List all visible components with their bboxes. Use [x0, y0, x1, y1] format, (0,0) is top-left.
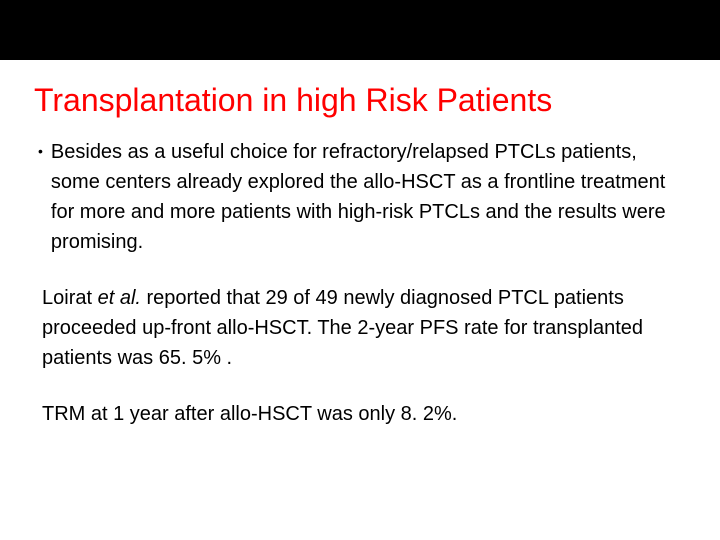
- slide: Transplantation in high Risk Patients • …: [0, 0, 720, 540]
- p2-prefix: Loirat: [42, 287, 98, 309]
- slide-title: Transplantation in high Risk Patients: [0, 60, 720, 129]
- top-bar: [0, 0, 720, 60]
- slide-body: • Besides as a useful choice for refract…: [0, 129, 720, 429]
- paragraph-3: TRM at 1 year after allo‑HSCT was only 8…: [42, 399, 682, 429]
- indent-wrap: Loirat et al. reported that 29 of 49 new…: [38, 283, 682, 429]
- paragraph-1: Besides as a useful choice for refractor…: [51, 137, 682, 257]
- paragraph-2: Loirat et al. reported that 29 of 49 new…: [42, 283, 682, 373]
- bullet-dot-icon: •: [38, 137, 43, 164]
- bullet-item-1: • Besides as a useful choice for refract…: [38, 137, 682, 283]
- p2-italic: et al.: [98, 287, 141, 309]
